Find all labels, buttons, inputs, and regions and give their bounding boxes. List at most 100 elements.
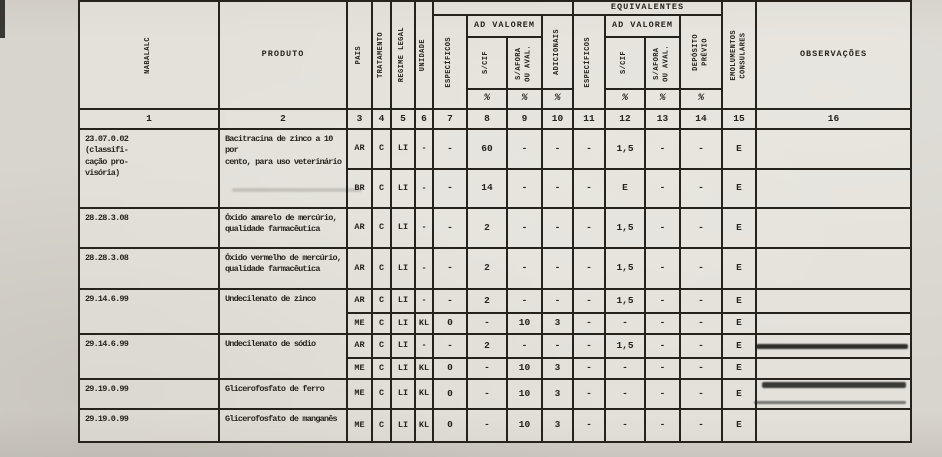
cell-pais: ME (348, 314, 373, 335)
cell-s-afora-eq: - (646, 314, 681, 335)
cell-s-afora-eq: - (646, 209, 681, 249)
cell-emolumentos: E (723, 380, 757, 410)
row-code: 29.14.6.99 (80, 290, 220, 335)
header-especificos-direitos: ESPECÍFICOS (434, 16, 468, 110)
header-adicionais: ADICIONAIS (543, 16, 574, 90)
colnum-1: 1 (80, 110, 220, 130)
cell-pais: ME (348, 410, 373, 443)
cell-especificos-eq: - (574, 170, 606, 209)
cell-regime: LI (392, 380, 416, 410)
cell-s-afora-eq: - (646, 380, 681, 410)
cell-pais: AR (348, 209, 373, 249)
cell-emolumentos: E (723, 170, 757, 209)
cell-especificos: - (434, 130, 468, 170)
header-regime-legal: REGIME LEGAL (392, 2, 416, 110)
cell-adicionais: - (543, 249, 574, 290)
cell-pais: ME (348, 359, 373, 380)
row-code: 29.14.6.99 (80, 335, 220, 380)
cell-pais: ME (348, 380, 373, 410)
cell-s-cif: 14 (468, 170, 508, 209)
cell-especificos-eq: - (574, 314, 606, 335)
cell-especificos-eq: - (574, 359, 606, 380)
cell-observacoes (757, 209, 912, 249)
cell-s-afora: 10 (508, 359, 543, 380)
cell-pais: BR (348, 170, 373, 209)
cell-deposito: - (681, 380, 723, 410)
cell-s-afora: - (508, 335, 543, 359)
cell-tratamento: C (373, 209, 392, 249)
row-code: 23.07.0.02 (classifi- cação pro- visória… (80, 130, 220, 209)
cell-observacoes (757, 380, 912, 410)
header-s-afora-equivalentes: S/AFORA OU AVAL. (646, 38, 681, 90)
cell-unidade: - (416, 209, 434, 249)
colnum-4: 4 (373, 110, 392, 130)
cell-unidade: - (416, 170, 434, 209)
row-product: Undecilenato de zinco (220, 290, 348, 335)
cell-regime: LI (392, 249, 416, 290)
cell-s-cif-eq: 1,5 (606, 249, 646, 290)
cell-s-afora: 10 (508, 410, 543, 443)
header-nab: NABALALC (80, 2, 220, 110)
row-product: Óxido vermelho de mercúrio, qualidade fa… (220, 249, 348, 290)
cell-s-cif: - (468, 410, 508, 443)
cell-unidade: KL (416, 410, 434, 443)
cell-tratamento: C (373, 410, 392, 443)
cell-especificos-eq: - (574, 130, 606, 170)
cell-emolumentos: E (723, 290, 757, 314)
cell-especificos: 0 (434, 359, 468, 380)
cell-deposito: - (681, 410, 723, 443)
cell-s-afora-eq: - (646, 410, 681, 443)
scan-artifact (0, 0, 5, 38)
cell-pais: AR (348, 335, 373, 359)
cell-emolumentos: E (723, 130, 757, 170)
header-emolumentos-consulares: EMOLUMENTOS CONSULARES (723, 2, 757, 110)
cell-adicionais: 3 (543, 314, 574, 335)
cell-tratamento: C (373, 290, 392, 314)
cell-s-afora-eq: - (646, 335, 681, 359)
cell-regime: LI (392, 130, 416, 170)
cell-especificos-eq: - (574, 290, 606, 314)
row-product: Óxido amarelo de mercúrio, qualidade far… (220, 209, 348, 249)
colnum-11: 11 (574, 110, 606, 130)
cell-observacoes (757, 170, 912, 209)
cell-unidade: - (416, 249, 434, 290)
cell-regime: LI (392, 359, 416, 380)
cell-s-cif-eq: - (606, 410, 646, 443)
cell-especificos: 0 (434, 314, 468, 335)
header-group-direitos-aduaneiros: DIREITOS ADUANEIROS (434, 2, 574, 16)
header-nab-label: NABALALC (144, 36, 153, 74)
cell-observacoes (757, 410, 912, 443)
header-s-cif-direitos: S/CIF (468, 38, 508, 90)
cell-adicionais: 3 (543, 410, 574, 443)
cell-observacoes (757, 359, 912, 380)
cell-s-afora: - (508, 170, 543, 209)
row-code: 29.19.0.99 (80, 380, 220, 410)
percent-col8: % (468, 90, 508, 110)
cell-s-cif: 2 (468, 209, 508, 249)
cell-especificos: 0 (434, 380, 468, 410)
cell-emolumentos: E (723, 314, 757, 335)
cell-especificos-eq: - (574, 249, 606, 290)
cell-s-cif-eq: 1,5 (606, 335, 646, 359)
cell-especificos-eq: - (574, 380, 606, 410)
cell-emolumentos: E (723, 410, 757, 443)
header-observacoes: OBSERVAÇÕES (757, 2, 912, 110)
colnum-6: 6 (416, 110, 434, 130)
cell-unidade: - (416, 130, 434, 170)
cell-s-cif: 2 (468, 290, 508, 314)
cell-deposito: - (681, 130, 723, 170)
cell-regime: LI (392, 410, 416, 443)
cell-s-afora: - (508, 249, 543, 290)
header-tratamento: TRATAMENTO (373, 2, 392, 110)
cell-s-afora-eq: - (646, 290, 681, 314)
cell-s-afora: 10 (508, 314, 543, 335)
cell-tratamento: C (373, 359, 392, 380)
header-s-cif-equivalentes: S/CIF (606, 38, 646, 90)
cell-s-cif-eq: - (606, 380, 646, 410)
header-s-afora-direitos: S/AFORA OU AVAL. (508, 38, 543, 90)
header-unidade: UNIDADE (416, 2, 434, 110)
cell-emolumentos: E (723, 209, 757, 249)
cell-pais: AR (348, 130, 373, 170)
cell-deposito: - (681, 335, 723, 359)
cell-tratamento: C (373, 380, 392, 410)
